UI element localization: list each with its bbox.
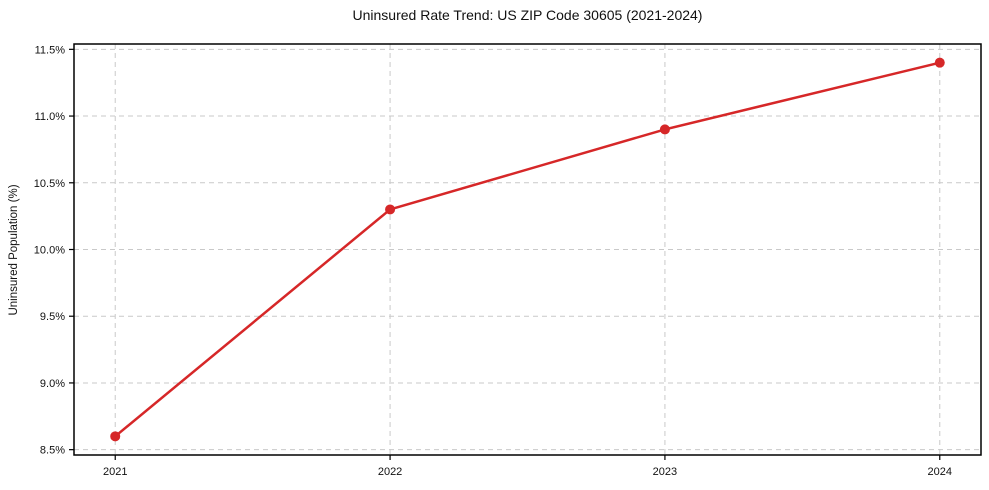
trend-line xyxy=(113,61,942,438)
y-tick-label: 9.5% xyxy=(40,311,65,323)
x-tick-label: 2024 xyxy=(928,466,952,478)
y-tick-label: 10.5% xyxy=(34,178,65,190)
x-tick-label: 2021 xyxy=(103,466,127,478)
data-point-marker xyxy=(659,124,670,135)
y-tick-label: 9.0% xyxy=(40,378,65,390)
data-point-marker xyxy=(934,57,945,68)
chart-title: Uninsured Rate Trend: US ZIP Code 30605 … xyxy=(352,7,703,23)
y-tick-label: 8.5% xyxy=(40,445,65,457)
x-tick-label: 2023 xyxy=(653,466,677,478)
y-tick-label: 11.5% xyxy=(35,44,66,56)
y-tick-label: 10.0% xyxy=(34,245,65,257)
data-point-marker xyxy=(110,431,121,442)
x-tick-label: 2022 xyxy=(378,466,402,478)
y-tick-label: 11.0% xyxy=(35,111,66,123)
y-axis-label: Uninsured Population (%) xyxy=(8,184,20,316)
data-point-marker xyxy=(385,204,396,215)
